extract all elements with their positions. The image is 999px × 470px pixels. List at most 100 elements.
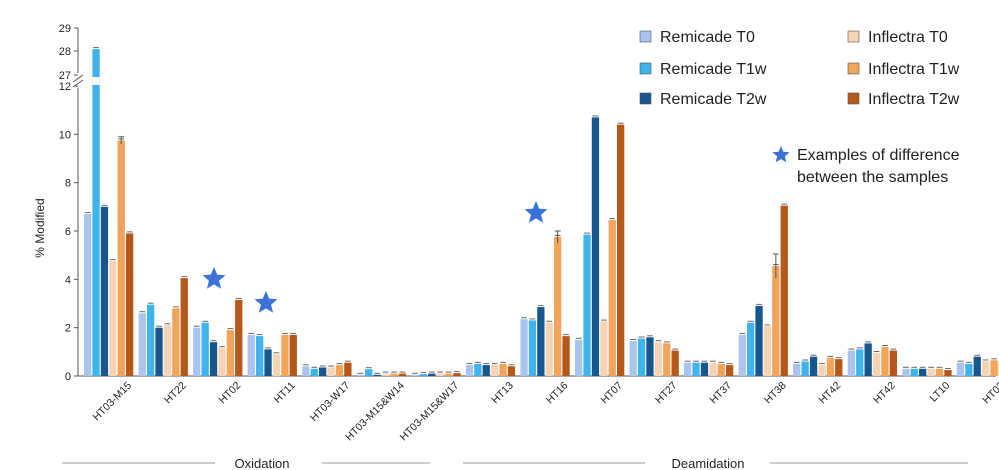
bar-3-17 <box>973 356 981 376</box>
bar-1-3 <box>193 327 201 376</box>
bar-5-3 <box>226 330 234 376</box>
y-tick-label: 6 <box>65 226 71 238</box>
bar-2-17 <box>965 363 973 376</box>
legend-swatch <box>847 30 860 43</box>
group-label-oxidation: Oxidation <box>235 456 290 470</box>
x-tick-label: HT13 <box>489 380 516 407</box>
bar-2-8 <box>474 363 482 376</box>
legend-swatch <box>639 30 652 43</box>
x-tick-label: HT03-M15&W17 <box>398 380 462 444</box>
bar-4-12 <box>709 362 717 376</box>
star-marker <box>524 201 548 223</box>
x-tick-label: HT27 <box>653 380 680 407</box>
group-label-deamidation: Deamidation <box>672 456 745 470</box>
bar-2-4 <box>256 336 264 376</box>
bar-4-3 <box>218 348 226 376</box>
bar-5-10 <box>608 220 616 376</box>
y-tick-label: 4 <box>65 274 71 286</box>
y-tick-label: 0 <box>65 371 71 383</box>
bar-3-10 <box>591 117 600 377</box>
bar-6-15 <box>889 350 897 376</box>
bar-2-10 <box>583 234 591 376</box>
bar-5-13 <box>772 266 780 376</box>
star-marker <box>254 291 278 313</box>
x-tick-label: HT03-M15 <box>91 380 135 424</box>
bar-2-14 <box>801 361 809 376</box>
annotation-star-icon <box>772 146 790 163</box>
bar-4-16 <box>927 368 935 377</box>
bar-6-4 <box>289 334 297 376</box>
legend-label: Inflectra T2w <box>868 91 960 108</box>
y-tick-label: 8 <box>65 178 71 190</box>
y-tick-label: 10 <box>59 129 71 141</box>
bar-2-15 <box>856 349 864 376</box>
bar-6-12 <box>726 365 734 376</box>
bar-4-2 <box>163 325 172 377</box>
bar-3-16 <box>919 368 927 377</box>
bar-1-7 <box>411 374 419 376</box>
bar-1-2 <box>138 313 146 376</box>
bar-1-1 <box>84 214 92 376</box>
bar-6-5 <box>344 362 352 376</box>
bar-3-11 <box>646 337 654 376</box>
legend-swatch <box>847 62 860 75</box>
bar-break-gap <box>92 77 100 85</box>
bar-3-14 <box>809 356 818 376</box>
x-tick-label: HT02 <box>217 380 244 407</box>
annotation-line-1: Examples of difference <box>797 147 960 164</box>
bar-2-7 <box>419 374 427 376</box>
legend-swatch <box>847 92 860 105</box>
bar-1-4 <box>247 334 255 376</box>
bar-6-16 <box>944 370 952 376</box>
x-tick-label: HT11 <box>272 380 298 406</box>
bar-6-10 <box>617 124 625 376</box>
x-tick-label: HT38 <box>762 380 789 407</box>
bar-3-13 <box>755 305 763 376</box>
star-marker <box>202 267 226 289</box>
y-tick-label: 27 <box>59 70 71 82</box>
bar-6-14 <box>835 359 843 376</box>
bar-5-14 <box>826 357 835 376</box>
bar-3-4 <box>264 349 272 376</box>
legend-label: Remicade T0 <box>660 29 755 46</box>
bar-4-17 <box>982 361 990 376</box>
bar-6-8 <box>507 366 516 376</box>
y-tick-label: 28 <box>59 46 71 58</box>
x-tick-label: HT42 <box>817 380 844 407</box>
bar-5-12 <box>717 363 725 376</box>
bar-3-1 <box>100 206 109 376</box>
y-tick-label: 29 <box>59 23 71 35</box>
bar-5-8 <box>499 363 507 376</box>
bar-3-12 <box>700 362 709 376</box>
bar-6-3 <box>235 299 243 376</box>
bar-6-11 <box>671 350 679 376</box>
x-tick-label: HT03-W17 <box>308 380 352 424</box>
legend-label: Inflectra T1w <box>868 61 960 78</box>
bar-4-1 <box>109 261 117 376</box>
bar-3-8 <box>482 365 490 376</box>
bar-5-4 <box>281 334 289 376</box>
legend-swatch <box>639 62 652 75</box>
bar-4-13 <box>763 326 772 376</box>
y-tick-label: 12 <box>59 81 71 93</box>
bar-2-5 <box>310 368 318 377</box>
bar-1-6 <box>356 374 365 376</box>
bar-4-8 <box>491 365 499 376</box>
bar-3-9 <box>537 307 545 376</box>
legend-label: Remicade T2w <box>660 91 767 108</box>
bar-3-6 <box>373 374 381 376</box>
bar-4-6 <box>381 373 390 376</box>
annotation-line-2: between the samples <box>797 169 948 186</box>
bar-1-16 <box>902 368 910 377</box>
bar-1-17 <box>956 362 965 376</box>
bar-5-17 <box>990 360 998 376</box>
bar-2-16 <box>910 368 918 377</box>
bar-6-2 <box>180 278 188 376</box>
legend-swatch <box>639 92 652 105</box>
bar-4-10 <box>600 321 608 376</box>
bar-1-10 <box>575 339 583 377</box>
x-tick-label: HT22 <box>162 380 189 407</box>
bar-3-2 <box>155 327 163 376</box>
bar-3-5 <box>319 367 327 376</box>
bar-5-2 <box>172 308 180 376</box>
